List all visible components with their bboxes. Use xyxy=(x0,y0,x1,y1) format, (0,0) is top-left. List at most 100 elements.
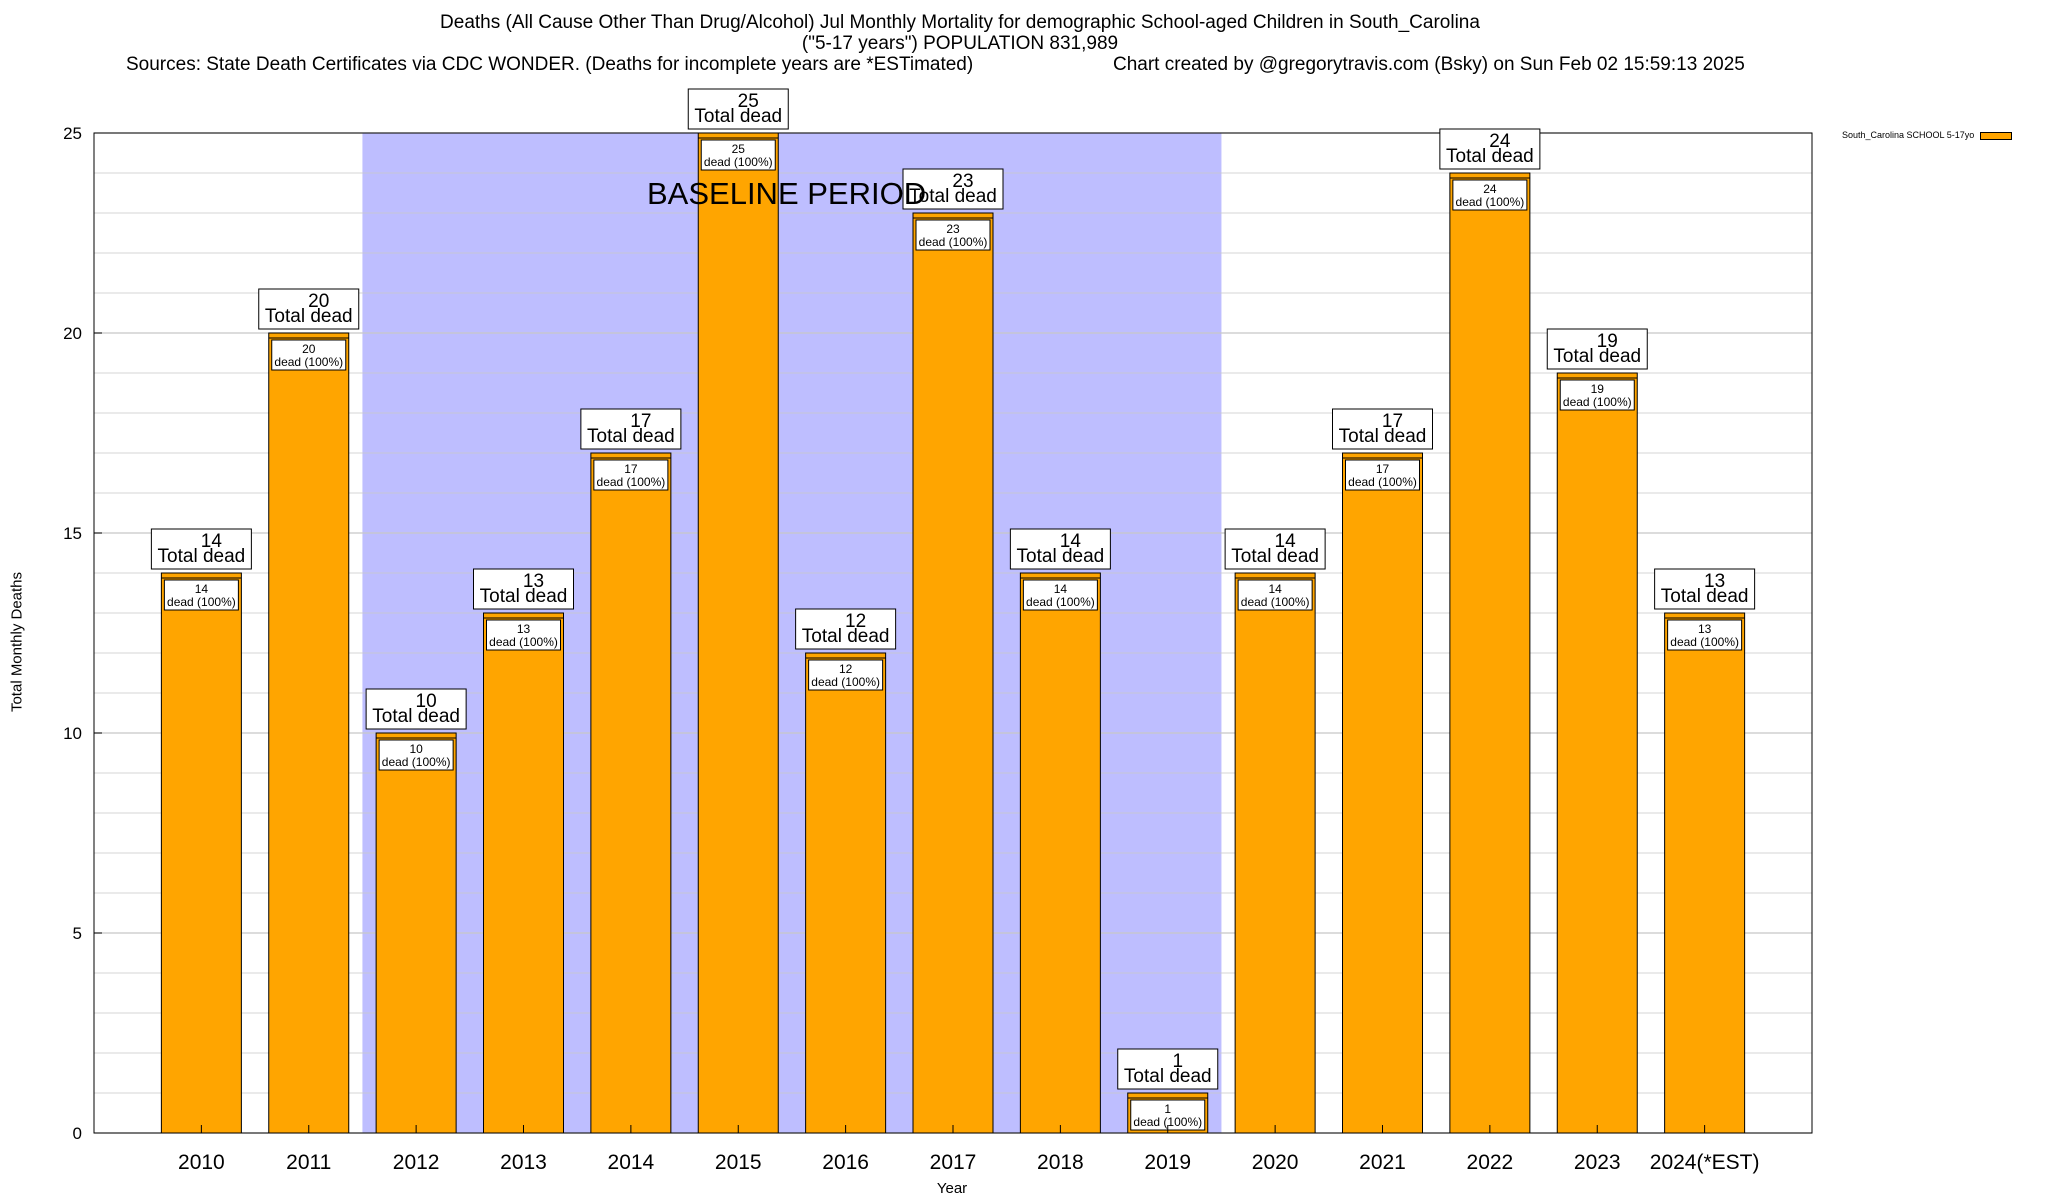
top-label-value: 10 xyxy=(416,691,437,712)
top-label-text: Total dead xyxy=(909,186,997,207)
top-label-value: 17 xyxy=(1382,411,1403,432)
inner-label-text: dead (100%) xyxy=(382,755,451,769)
inner-label-box xyxy=(700,139,776,171)
top-label-value: 14 xyxy=(201,531,223,552)
top-label-box xyxy=(365,688,467,730)
inner-label-box xyxy=(808,659,884,691)
top-label-box xyxy=(150,528,252,570)
top-label-text: Total dead xyxy=(480,586,568,607)
x-tick-label: 2020 xyxy=(1252,1151,1299,1174)
bar xyxy=(1449,172,1531,1134)
top-label-text: Total dead xyxy=(1017,546,1105,567)
bar xyxy=(1664,612,1746,1134)
top-label-box xyxy=(473,568,574,610)
top-label-text: Total dead xyxy=(265,306,353,327)
y-tick-label: 20 xyxy=(63,324,82,343)
legend-label: South_Carolina SCHOOL 5-17yo xyxy=(1842,130,1975,140)
chart-credit: Chart created by @gregorytravis.com (Bsk… xyxy=(1113,54,1745,75)
legend: South_Carolina SCHOOL 5-17yo xyxy=(1842,130,2013,140)
y-tick-label: 0 xyxy=(73,1124,82,1143)
top-label-box xyxy=(1654,568,1756,610)
top-label-value: 13 xyxy=(523,571,544,592)
inner-label-text: dead (100%) xyxy=(1133,1115,1202,1129)
top-label-value: 14 xyxy=(1060,531,1082,552)
x-tick-label: 2024(*EST) xyxy=(1650,1151,1760,1174)
inner-label-text: dead (100%) xyxy=(1563,395,1632,409)
bar xyxy=(160,572,242,1134)
top-label-value: 13 xyxy=(1704,571,1725,592)
top-label-text: Total dead xyxy=(694,106,782,127)
inner-label-text: dead (100%) xyxy=(1670,635,1739,649)
top-label-text: Total dead xyxy=(802,626,890,647)
inner-label-value: 17 xyxy=(1376,462,1390,476)
inner-label-value: 12 xyxy=(839,662,853,676)
bar xyxy=(483,612,564,1134)
baseline-label: BASELINE PERIOD xyxy=(647,176,926,211)
chart-title: Deaths (All Cause Other Than Drug/Alcoho… xyxy=(440,12,1480,33)
bar xyxy=(1342,452,1423,1134)
top-label-value: 20 xyxy=(308,291,329,312)
inner-label-box xyxy=(1237,579,1313,611)
bar xyxy=(697,132,779,1134)
inner-label-text: dead (100%) xyxy=(811,675,880,689)
top-label-value: 19 xyxy=(1597,331,1618,352)
top-label-box xyxy=(580,408,682,450)
bar xyxy=(1556,372,1638,1134)
inner-label-box xyxy=(1667,619,1743,651)
inner-label-text: dead (100%) xyxy=(167,595,236,609)
top-label-text: Total dead xyxy=(587,426,675,447)
inner-label-value: 25 xyxy=(732,142,746,156)
inner-label-box xyxy=(378,739,454,771)
inner-label-value: 14 xyxy=(1054,582,1068,596)
y-tick-label: 5 xyxy=(73,924,82,943)
top-label-box xyxy=(1439,128,1541,170)
inner-label-value: 14 xyxy=(1268,582,1282,596)
inner-label-box xyxy=(1559,379,1635,411)
top-label-box xyxy=(1546,328,1648,370)
x-tick-label: 2011 xyxy=(286,1151,331,1174)
inner-label-value: 10 xyxy=(409,742,423,756)
top-label-value: 23 xyxy=(952,171,973,192)
inner-label-box xyxy=(1345,459,1420,491)
inner-label-box xyxy=(915,219,991,251)
y-tick-label: 10 xyxy=(63,724,82,743)
x-tick-label: 2019 xyxy=(1144,1151,1191,1174)
top-label-value: 12 xyxy=(845,611,866,632)
inner-label-value: 20 xyxy=(302,342,316,356)
inner-label-value: 13 xyxy=(1698,622,1712,636)
top-label-text: Total dead xyxy=(1339,426,1427,447)
inner-label-box xyxy=(1022,579,1098,611)
inner-label-value: 23 xyxy=(946,222,960,236)
top-label-box xyxy=(1009,528,1111,570)
top-label-value: 25 xyxy=(738,91,759,112)
inner-label-text: dead (100%) xyxy=(1348,475,1417,489)
inner-label-text: dead (100%) xyxy=(1241,595,1310,609)
top-label-value: 14 xyxy=(1275,531,1297,552)
y-tick-label: 25 xyxy=(63,124,82,143)
top-label-box xyxy=(687,88,789,130)
inner-label-text: dead (100%) xyxy=(1026,595,1095,609)
inner-label-value: 14 xyxy=(195,582,209,596)
inner-label-text: dead (100%) xyxy=(1456,195,1525,209)
bar xyxy=(268,332,350,1134)
top-label-text: Total dead xyxy=(158,546,246,567)
top-label-value: 17 xyxy=(630,411,651,432)
top-label-text: Total dead xyxy=(1446,146,1534,167)
y-tick-label: 15 xyxy=(63,524,82,543)
top-label-box xyxy=(795,608,897,650)
top-label-box xyxy=(258,288,360,330)
x-axis-label: Year xyxy=(936,1180,968,1197)
legend-swatch xyxy=(1980,131,2013,140)
bar xyxy=(375,732,457,1134)
inner-label-value: 24 xyxy=(1483,182,1497,196)
x-tick-label: 2017 xyxy=(930,1151,977,1174)
inner-label-text: dead (100%) xyxy=(597,475,666,489)
inner-label-box xyxy=(271,339,347,371)
inner-label-box xyxy=(163,579,239,611)
top-label-box xyxy=(1117,1048,1219,1090)
x-tick-label: 2022 xyxy=(1467,1151,1514,1174)
x-tick-label: 2012 xyxy=(393,1151,440,1174)
x-tick-label: 2013 xyxy=(500,1151,547,1174)
inner-label-text: dead (100%) xyxy=(919,235,988,249)
